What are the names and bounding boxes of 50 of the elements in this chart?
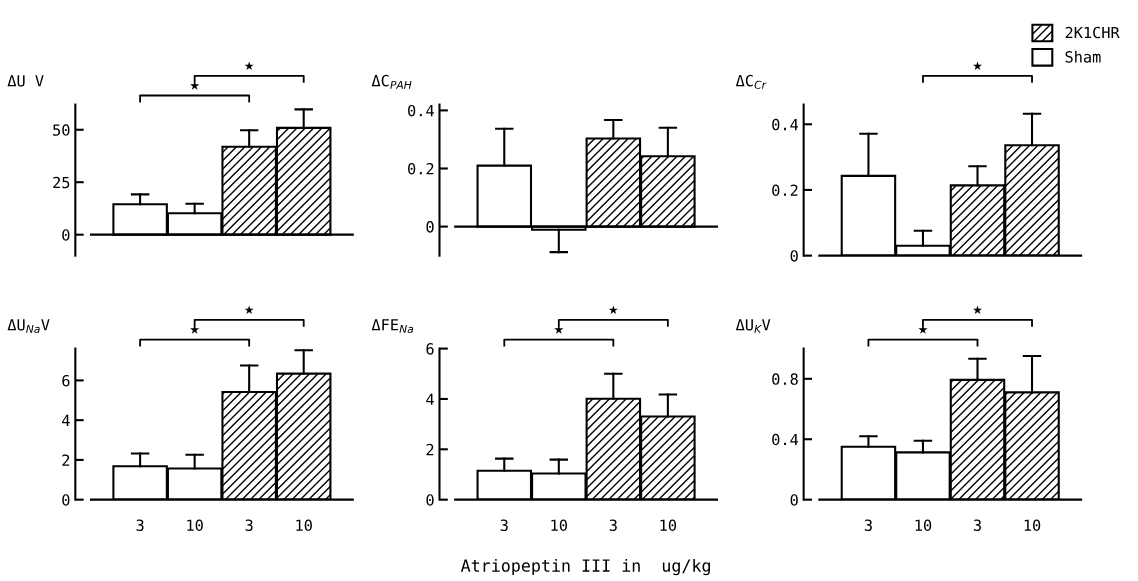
- x-tick-label: 3: [609, 519, 617, 532]
- y-tick-label: 2: [426, 443, 434, 456]
- x-axis-title: Atriopeptin III in ug/kg: [460, 558, 710, 576]
- y-tick-label: 0.4: [772, 118, 799, 131]
- x-tick-label: 10: [296, 519, 312, 532]
- y-axis-title: ΔFE$_{Na}$: [371, 319, 414, 333]
- y-tick-label: 50: [53, 124, 70, 136]
- y-tick-label: 0.4: [408, 104, 434, 117]
- text: ★: [972, 305, 983, 315]
- y-tick-label: 6: [426, 343, 434, 355]
- y-axis-title: ΔC$_{PAH}$: [371, 74, 412, 89]
- y-tick-label: 25: [53, 176, 70, 189]
- legend-label: 2K1CHR: [1065, 26, 1120, 39]
- x-tick-label: 10: [660, 519, 677, 532]
- text: ★: [554, 325, 564, 334]
- text: ★: [244, 61, 254, 71]
- y-tick-label: 4: [426, 393, 434, 405]
- text: ★: [190, 81, 200, 90]
- text: ★: [918, 325, 928, 334]
- x-tick-label: 3: [500, 519, 508, 532]
- y-tick-label: 6: [62, 374, 70, 387]
- x-tick-label: 3: [245, 519, 253, 532]
- y-axis-title: ΔU$_{K}$V: [735, 319, 771, 333]
- y-tick-label: 0: [426, 494, 434, 506]
- y-tick-label: 0.2: [772, 184, 798, 197]
- text: ★: [190, 325, 200, 334]
- x-tick-label: 10: [1024, 519, 1041, 532]
- x-tick-label: 10: [187, 519, 203, 532]
- x-tick-label: 10: [551, 519, 568, 532]
- y-axis-title: ΔC$_{Cr}$: [735, 74, 767, 89]
- text: ★: [608, 305, 618, 315]
- y-tick-label: 0.4: [772, 433, 799, 446]
- text: ★: [972, 61, 983, 71]
- y-tick-label: 0: [790, 250, 798, 262]
- y-tick-label: 2: [62, 454, 70, 466]
- x-tick-label: 3: [136, 519, 144, 532]
- x-tick-label: 3: [864, 519, 872, 532]
- y-tick-label: 0: [62, 229, 70, 241]
- legend-label: Sham: [1065, 50, 1101, 63]
- text: ★: [244, 305, 254, 315]
- y-tick-label: 0.2: [408, 163, 434, 175]
- y-tick-label: 0: [426, 221, 434, 233]
- y-tick-label: 0.8: [772, 373, 798, 385]
- y-tick-label: 4: [62, 414, 70, 426]
- y-tick-label: 0: [62, 494, 70, 506]
- x-tick-label: 3: [973, 519, 981, 532]
- x-tick-label: 10: [915, 519, 932, 532]
- y-tick-label: 0: [790, 494, 798, 506]
- y-axis-title: ΔU V: [7, 75, 44, 87]
- y-axis-title: ΔU$_{Na}$V: [7, 319, 50, 333]
